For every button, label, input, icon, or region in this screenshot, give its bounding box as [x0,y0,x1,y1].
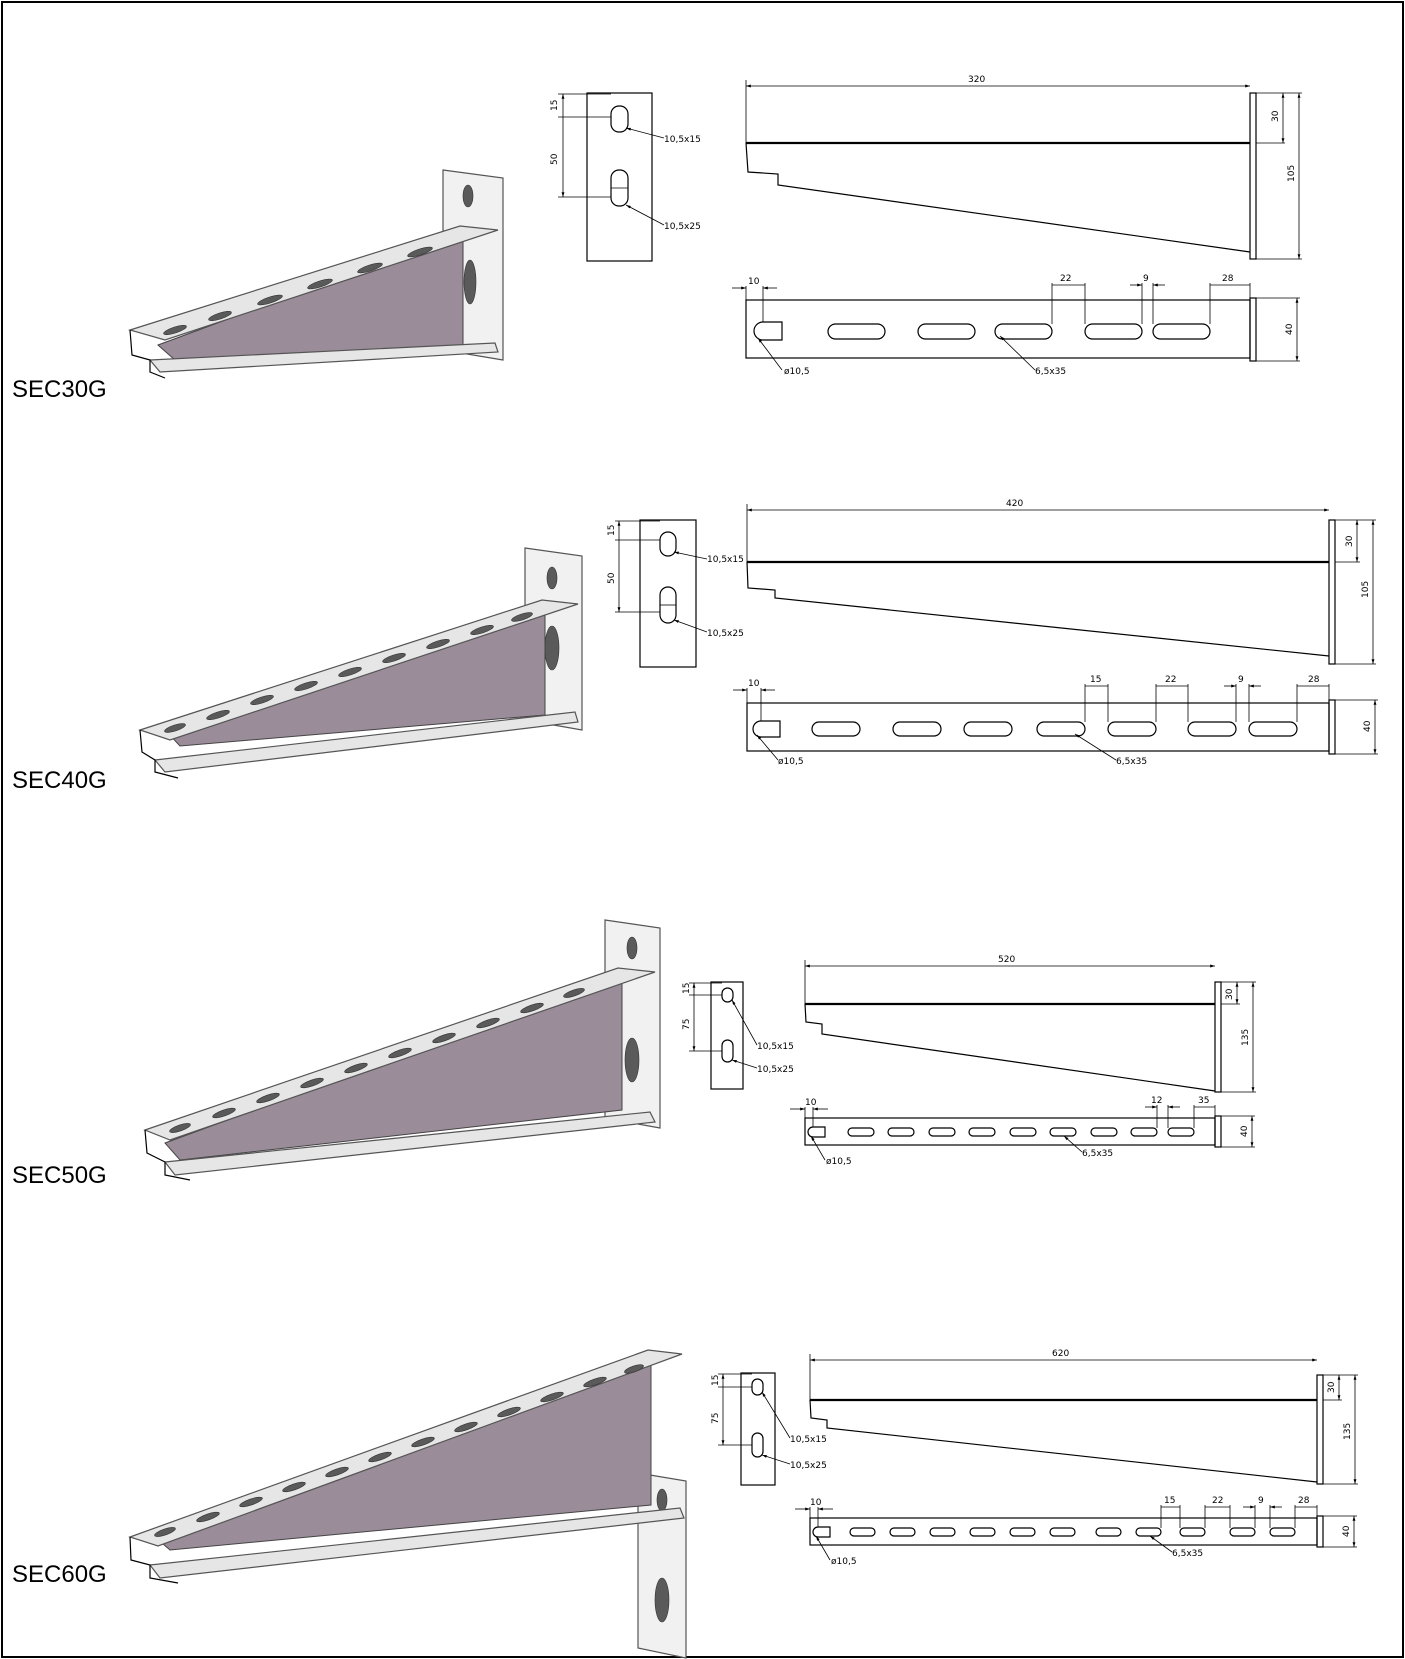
front-view: 15 75 10,5x15 10,5x25 [682,981,794,1090]
front-view: 15 50 10,5x15 10,5x25 [550,92,701,262]
svg-text:9: 9 [1258,1496,1264,1506]
svg-text:40: 40 [1342,1525,1352,1537]
product-label: SEC50G [12,1162,107,1189]
svg-text:10,5x15: 10,5x15 [790,1435,827,1445]
svg-text:ø10,5: ø10,5 [831,1557,857,1567]
svg-text:6,5x35: 6,5x35 [1082,1149,1113,1159]
side-view: 420 30 105 [746,499,1376,665]
front-view: 15 75 10,5x15 10,5x25 [711,1372,827,1486]
svg-text:420: 420 [1006,499,1023,509]
svg-text:75: 75 [711,1413,721,1424]
svg-text:50: 50 [607,572,617,584]
svg-text:10: 10 [748,277,760,287]
svg-text:105: 105 [1287,165,1297,182]
svg-text:135: 135 [1241,1029,1251,1046]
bracket-3d-view [143,919,661,1181]
svg-text:10: 10 [748,679,760,689]
svg-text:40: 40 [1240,1125,1250,1137]
svg-text:10: 10 [810,1498,822,1508]
plan-view: 10 12 35 40 ø10,5 6,5x35 [790,1096,1255,1167]
svg-text:6,5x35: 6,5x35 [1116,757,1147,767]
svg-text:15: 15 [550,100,560,111]
svg-text:10,5x25: 10,5x25 [707,629,744,639]
svg-text:10,5x15: 10,5x15 [757,1042,794,1052]
svg-text:10,5x25: 10,5x25 [664,222,701,232]
svg-text:40: 40 [1363,720,1373,732]
product-label: SEC30G [12,376,107,403]
svg-text:6,5x35: 6,5x35 [1035,367,1066,377]
svg-text:30: 30 [1271,110,1281,122]
svg-text:28: 28 [1222,274,1234,284]
product-label: SEC60G [12,1561,107,1588]
bracket-sec30g: SEC30G 15 50 10,5x15 10,5x25 320 [12,75,1302,403]
svg-text:320: 320 [968,75,985,85]
svg-text:10,5x15: 10,5x15 [707,555,744,565]
svg-text:22: 22 [1060,274,1071,284]
bracket-3d-view [138,547,583,779]
svg-text:135: 135 [1343,1423,1353,1440]
plan-view: 10 15 22 9 28 40 ø10,5 6,5x35 [795,1496,1357,1567]
svg-text:10: 10 [805,1098,817,1108]
svg-text:30: 30 [1225,988,1235,1000]
svg-text:9: 9 [1238,675,1244,685]
svg-text:30: 30 [1327,1381,1337,1393]
bracket-sec40g: SEC40G 15 50 10,5x15 10,5x25 420 [12,499,1378,794]
product-label: SEC40G [12,767,107,794]
svg-text:15: 15 [711,1375,721,1386]
svg-text:520: 520 [998,955,1015,965]
svg-text:9: 9 [1143,274,1149,284]
bracket-3d-view [127,169,504,379]
plan-view: 10 22 9 28 40 ø10,5 6,5x35 [732,274,1300,377]
svg-text:15: 15 [607,525,617,536]
svg-text:ø10,5: ø10,5 [784,367,810,377]
svg-text:10,5x25: 10,5x25 [757,1065,794,1075]
svg-text:30: 30 [1345,535,1355,547]
svg-text:35: 35 [1198,1096,1209,1106]
plan-view: 10 15 22 9 28 40 ø10,5 6,5x35 [733,675,1378,767]
svg-text:ø10,5: ø10,5 [826,1157,852,1167]
svg-text:620: 620 [1052,1349,1069,1359]
svg-text:15: 15 [1164,1496,1175,1506]
svg-text:22: 22 [1212,1496,1223,1506]
svg-text:40: 40 [1285,323,1295,335]
svg-text:28: 28 [1298,1496,1310,1506]
svg-text:12: 12 [1151,1096,1162,1106]
svg-text:22: 22 [1165,675,1176,685]
front-view: 15 50 10,5x15 10,5x25 [607,519,744,668]
svg-text:6,5x35: 6,5x35 [1172,1549,1203,1559]
svg-text:10,5x25: 10,5x25 [790,1461,827,1471]
side-view: 320 30 105 [745,75,1302,260]
svg-text:15: 15 [682,983,692,994]
side-view: 620 30 135 [809,1349,1358,1485]
bracket-3d-view [128,1349,687,1659]
svg-text:15: 15 [1090,675,1101,685]
svg-text:28: 28 [1308,675,1320,685]
bracket-sec50g: SEC50G 15 75 10,5x15 10,5x25 520 [12,919,1256,1189]
side-view: 520 30 135 [804,955,1256,1093]
svg-text:ø10,5: ø10,5 [778,757,804,767]
svg-text:10,5x15: 10,5x15 [664,135,701,145]
bracket-sec60g: SEC60G 15 75 10,5x15 10,5x25 620 [12,1349,1358,1659]
svg-text:105: 105 [1361,581,1371,598]
svg-text:50: 50 [550,153,560,165]
svg-text:75: 75 [682,1019,692,1030]
